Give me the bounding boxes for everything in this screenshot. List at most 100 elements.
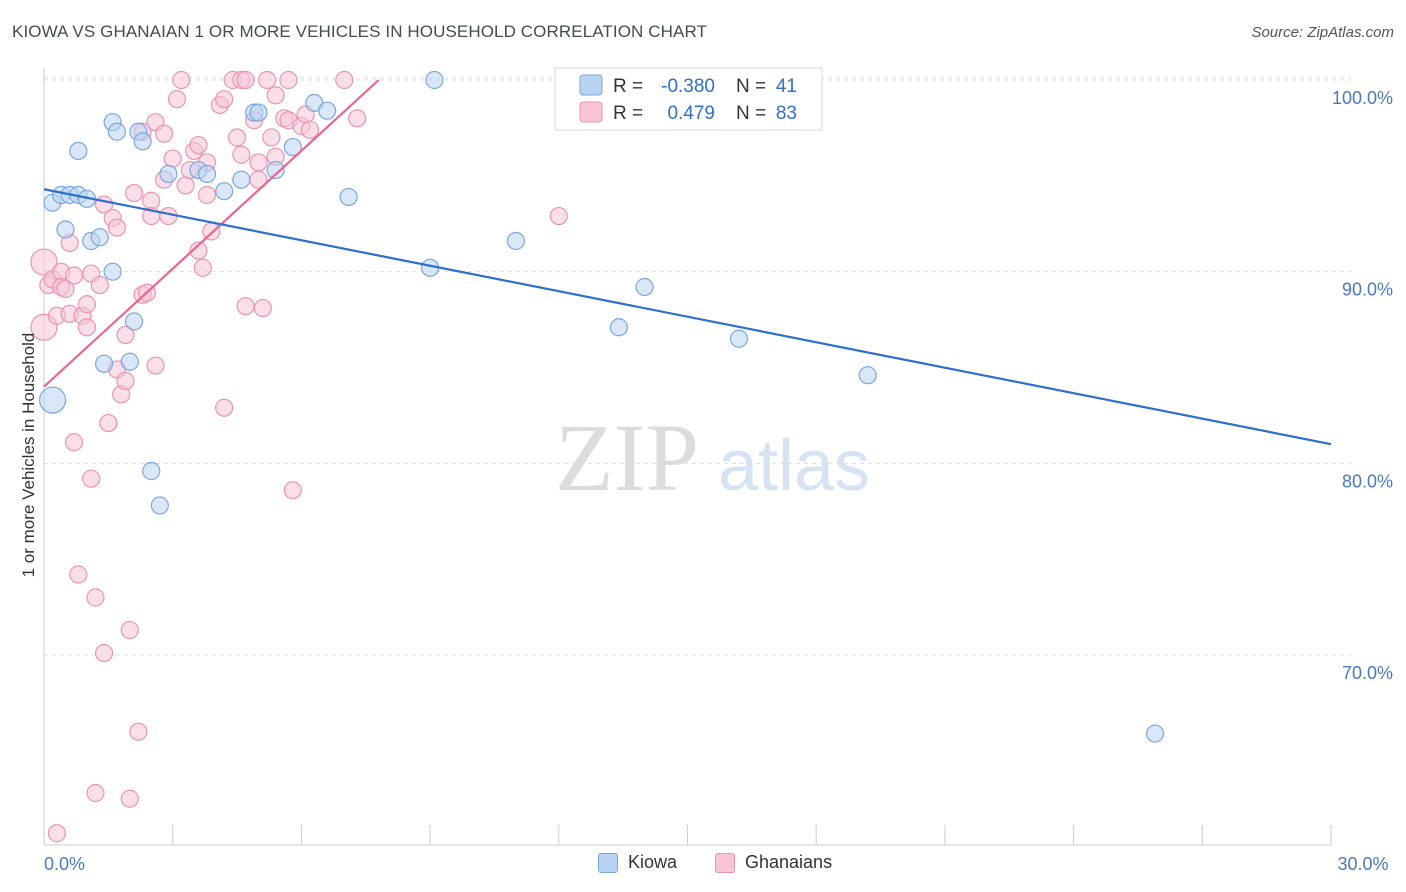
- kiowa-point: [729, 329, 749, 348]
- watermark-zip: ZIP: [555, 404, 699, 511]
- ghanaians-points: [30, 70, 568, 843]
- kiowa-point: [133, 132, 152, 151]
- kiowa-point: [90, 228, 109, 247]
- ghanaians-point: [86, 783, 105, 803]
- kiowa-point: [215, 182, 234, 201]
- kiowa-trend-line: [43, 188, 1332, 446]
- axes: [43, 68, 1332, 846]
- legend-swatch-kiowa: [598, 852, 618, 873]
- ghanaians-point: [215, 398, 234, 417]
- ghanaians-point: [146, 356, 165, 375]
- kiowa-point: [38, 386, 67, 414]
- ghanaians-point: [167, 90, 187, 109]
- stats-n-label-ghanaians: N =: [736, 103, 766, 124]
- ghanaians-point: [77, 295, 97, 314]
- ghanaians-point: [176, 176, 195, 195]
- ghanaians-point: [249, 153, 268, 172]
- kiowa-point: [1146, 724, 1165, 743]
- stats-swatch-ghanaians: [579, 101, 603, 123]
- legend-item-ghanaians[interactable]: Ghanaians: [715, 852, 832, 873]
- ghanaians-point: [163, 149, 182, 168]
- source-label: Source: ZipAtlas.com: [1251, 24, 1394, 41]
- legend-label-ghanaians: Ghanaians: [745, 852, 833, 872]
- kiowa-point: [339, 187, 358, 207]
- ghanaians-point: [266, 86, 285, 105]
- ghanaians-point: [193, 258, 212, 277]
- kiowa-point: [197, 164, 217, 184]
- kiowa-point: [124, 312, 144, 331]
- ghanaians-point: [120, 789, 139, 808]
- ghanaians-point: [236, 297, 255, 316]
- ghanaians-point: [86, 588, 105, 607]
- kiowa-point: [103, 262, 122, 281]
- x-tick-label: 30.0%: [1337, 854, 1388, 874]
- x-tick-label: 0.0%: [44, 854, 85, 874]
- kiowa-point: [249, 103, 268, 122]
- y-tick-label: 100.0%: [1332, 88, 1393, 108]
- stats-r-value-kiowa: -0.380: [661, 76, 715, 97]
- kiowa-point: [635, 277, 654, 297]
- kiowa-point: [858, 366, 877, 385]
- y-tick-labels: 70.0% 80.0% 90.0% 100.0%: [1332, 88, 1393, 683]
- ghanaians-point: [300, 120, 320, 139]
- stats-legend: R = -0.380 N = 41 R = 0.479 N = 83: [554, 67, 823, 131]
- ghanaians-point: [283, 481, 302, 500]
- kiowa-point: [159, 164, 178, 184]
- trend-lines: [43, 79, 1332, 446]
- stats-r-value-ghanaians: 0.479: [667, 103, 715, 124]
- ghanaians-point: [77, 318, 97, 337]
- ghanaians-point: [99, 413, 118, 433]
- kiowa-point: [142, 461, 161, 481]
- ghanaians-point: [348, 109, 367, 128]
- kiowa-point: [266, 160, 285, 180]
- ghanaians-point: [94, 643, 114, 663]
- ghanaians-point: [232, 145, 251, 164]
- ghanaians-point: [257, 70, 277, 90]
- ghanaians-point: [90, 275, 109, 295]
- ghanaians-point: [262, 128, 281, 147]
- kiowa-point: [94, 354, 114, 373]
- stats-n-value-ghanaians: 83: [776, 103, 797, 124]
- ghanaians-point: [69, 565, 88, 584]
- kiowa-point: [318, 101, 337, 120]
- ghanaians-point: [64, 266, 84, 285]
- stats-r-label-kiowa: R =: [613, 76, 643, 97]
- ghanaians-point: [30, 248, 58, 276]
- kiowa-point: [56, 220, 75, 239]
- legend-label-kiowa: Kiowa: [628, 852, 678, 872]
- ghanaians-point: [47, 824, 66, 843]
- kiowa-point: [120, 352, 139, 371]
- gridlines: [44, 77, 1351, 656]
- ghanaians-point: [129, 722, 148, 741]
- ghanaians-point: [124, 183, 144, 203]
- ghanaians-point: [172, 70, 191, 90]
- kiowa-point: [609, 318, 628, 337]
- bottom-legend: Kiowa Ghanaians: [0, 852, 1406, 878]
- ghanaians-point: [82, 469, 101, 488]
- kiowa-point: [107, 122, 127, 141]
- kiowa-point: [69, 141, 88, 161]
- ghanaians-trend-line: [43, 79, 380, 388]
- kiowa-point: [425, 70, 444, 90]
- stats-n-label-kiowa: N =: [736, 76, 766, 97]
- ghanaians-point: [549, 206, 568, 226]
- ghanaians-point: [253, 298, 272, 318]
- ghanaians-point: [155, 124, 174, 143]
- y-tick-label: 70.0%: [1342, 663, 1393, 683]
- stats-r-label-ghanaians: R =: [613, 103, 643, 124]
- kiowa-point: [232, 170, 251, 189]
- y-axis-label: 1 or more Vehicles in Household: [19, 333, 38, 578]
- legend-item-kiowa[interactable]: Kiowa: [598, 852, 677, 873]
- ghanaians-point: [189, 241, 208, 260]
- ghanaians-point: [116, 325, 135, 345]
- ghanaians-point: [64, 433, 84, 452]
- ghanaians-point: [107, 218, 127, 237]
- y-tick-label: 90.0%: [1342, 280, 1393, 300]
- ghanaians-point: [279, 70, 298, 90]
- stats-n-value-kiowa: 41: [776, 76, 797, 97]
- watermark-atlas: atlas: [718, 426, 870, 506]
- kiowa-point: [150, 496, 169, 515]
- ghanaians-point: [215, 90, 234, 109]
- x-tick-labels: 0.0% 30.0%: [44, 854, 1389, 874]
- kiowa-point: [506, 231, 526, 251]
